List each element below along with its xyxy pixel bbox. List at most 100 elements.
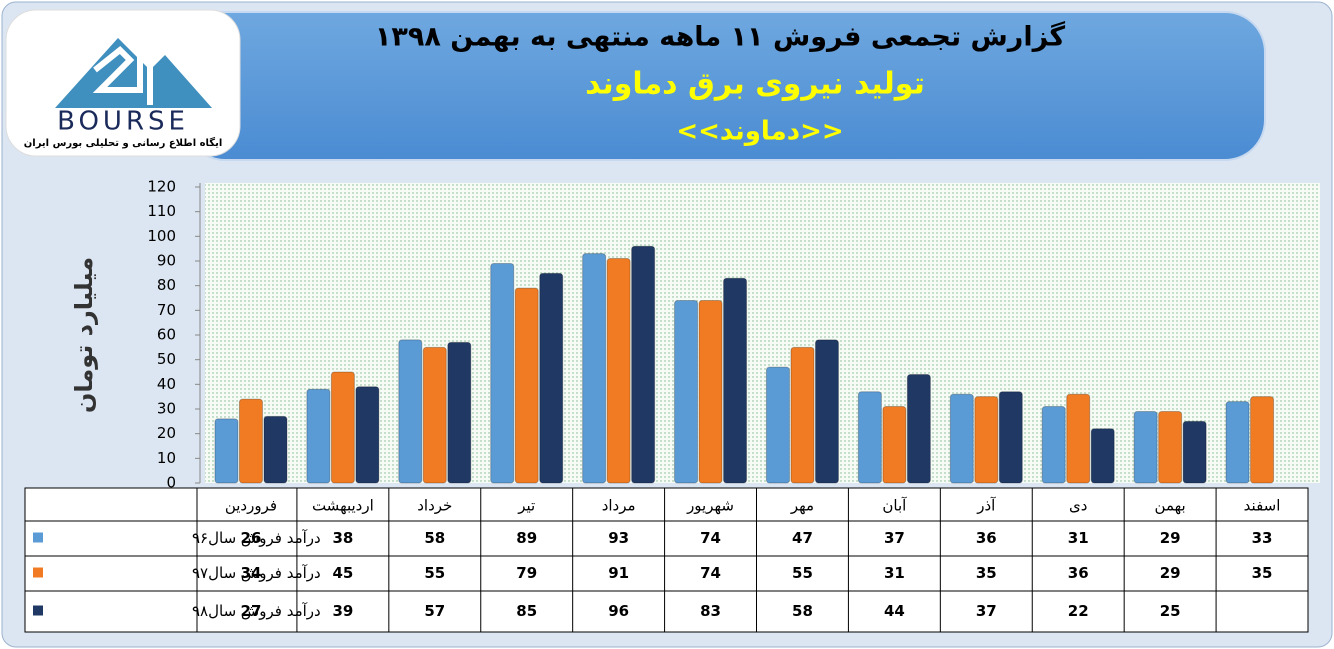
chart-title: گزارش تجمعی فروش ۱۱ ماهه منتهی به بهمن ۱… [375, 21, 1065, 53]
bar [814, 339, 839, 484]
bar [355, 386, 380, 484]
bar [1182, 420, 1207, 484]
table-value: 57 [424, 602, 445, 620]
bar [447, 341, 472, 484]
table-value: 79 [516, 564, 537, 582]
y-tick-label: 100 [147, 227, 176, 245]
table-value: 93 [608, 529, 629, 547]
table-value: 25 [1160, 602, 1181, 620]
table-value: 38 [332, 529, 353, 547]
data-table [24, 487, 1309, 633]
bar [1133, 410, 1158, 484]
logo-caption: ایگاه اطلاع رسانی و تحلیلی بورس ایران [24, 136, 223, 149]
table-value: 29 [1160, 564, 1181, 582]
table-value: 22 [1068, 602, 1089, 620]
table-value: 33 [1252, 529, 1273, 547]
x-tick-label: تیر [517, 497, 535, 515]
bar [998, 391, 1023, 484]
table-value: 27 [241, 602, 262, 620]
x-tick-label: بهمن [1155, 497, 1186, 515]
legend-swatch [33, 567, 43, 578]
bar [1066, 393, 1091, 484]
logo-mark [92, 45, 153, 105]
chart-subtitle: تولید نیروی برق دماوند [585, 67, 925, 102]
bar [214, 418, 239, 484]
y-tick-label: 30 [157, 400, 176, 418]
bar [974, 396, 999, 484]
bar [306, 388, 331, 484]
table-value: 44 [884, 602, 905, 620]
table-value: 34 [241, 564, 262, 582]
table-value: 45 [332, 564, 353, 582]
y-tick-label: 110 [147, 202, 176, 220]
x-tick-label: اسفند [1244, 497, 1281, 515]
y-tick-label: 80 [157, 276, 176, 294]
legend-label: درآمد فروش سال۹۸ [192, 602, 321, 620]
bar [263, 415, 288, 484]
y-tick-label: 90 [157, 252, 176, 270]
table-value: 83 [700, 602, 721, 620]
table-value: 96 [608, 602, 629, 620]
table-value: 58 [424, 529, 445, 547]
bar [857, 391, 882, 484]
y-tick-label: 10 [157, 449, 176, 467]
x-tick-label: خرداد [417, 497, 452, 515]
table-value: 37 [976, 602, 997, 620]
table-value: 85 [516, 602, 537, 620]
bar [1225, 401, 1250, 484]
table-value: 35 [1252, 564, 1273, 582]
table-value: 35 [976, 564, 997, 582]
bar [514, 287, 539, 484]
table-value: 74 [700, 529, 721, 547]
table-value: 39 [332, 602, 353, 620]
bar [882, 406, 907, 484]
table-value: 55 [792, 564, 813, 582]
bar [1090, 428, 1115, 484]
y-tick-label: 60 [157, 326, 176, 344]
bar [398, 339, 423, 484]
bar [422, 346, 447, 484]
table-value: 26 [241, 529, 262, 547]
bar [539, 272, 564, 484]
table-value: 74 [700, 564, 721, 582]
legend-swatch [33, 532, 43, 543]
bar [330, 371, 355, 484]
y-tick-label: 0 [166, 474, 176, 492]
bar [1041, 406, 1066, 484]
table-value: 31 [884, 564, 905, 582]
bar [631, 245, 656, 484]
x-tick-label: فروردین [225, 497, 277, 515]
table-value: 55 [424, 564, 445, 582]
bar [1158, 410, 1183, 484]
table-value: 58 [792, 602, 813, 620]
bar [765, 366, 790, 484]
bar [674, 299, 699, 484]
legend-label: درآمد فروش سال۹۷ [192, 564, 321, 582]
table-value: 91 [608, 564, 629, 582]
x-tick-label: شهریور [686, 497, 734, 515]
legend-label: درآمد فروش سال۹۶ [192, 529, 321, 547]
bar [790, 346, 815, 484]
legend-swatch [33, 605, 43, 616]
y-tick-label: 50 [157, 350, 176, 368]
bar [582, 253, 607, 484]
y-tick-label: 40 [157, 375, 176, 393]
bar [1250, 396, 1275, 484]
bar [949, 393, 974, 484]
x-tick-label: آذر [976, 497, 996, 515]
x-tick-label: مهر [790, 497, 814, 515]
x-tick-label: آبان [882, 497, 907, 515]
table-value: 36 [1068, 564, 1089, 582]
bar [238, 398, 263, 484]
table-value: 31 [1068, 529, 1089, 547]
table-value: 29 [1160, 529, 1181, 547]
y-tick-label: 120 [147, 178, 176, 196]
x-tick-label: مرداد [602, 497, 636, 515]
bar [490, 262, 515, 484]
x-tick-label: اردیبهشت [312, 497, 374, 515]
y-tick-label: 20 [157, 424, 176, 442]
y-axis-title: میلیارد تومان [70, 257, 98, 413]
table-value: 36 [976, 529, 997, 547]
